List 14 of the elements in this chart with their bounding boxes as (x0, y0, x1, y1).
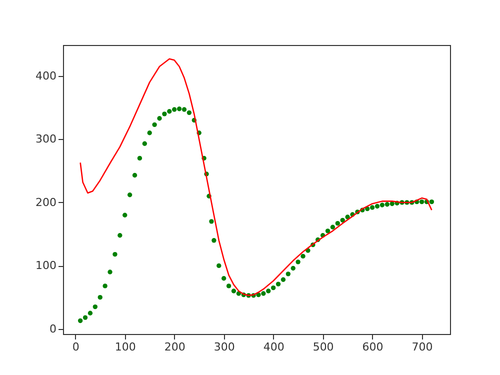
y-tick-label: 200 (36, 196, 56, 209)
x-tick-label: 600 (362, 340, 384, 354)
line-series (80, 58, 432, 296)
y-tick-label: 400 (36, 69, 56, 82)
x-tick-label: 400 (263, 340, 284, 354)
x-tick-label: 200 (164, 340, 186, 354)
x-tick-label: 100 (114, 340, 136, 354)
y-tick-label: 100 (36, 259, 56, 272)
x-tick-label: 500 (312, 340, 334, 354)
x-tick-label: 0 (72, 340, 80, 354)
x-tick-label: 700 (412, 340, 433, 354)
x-tick-label: 300 (214, 340, 235, 354)
y-tick-label: 300 (36, 132, 56, 146)
y-tick-label: 0 (50, 322, 56, 336)
